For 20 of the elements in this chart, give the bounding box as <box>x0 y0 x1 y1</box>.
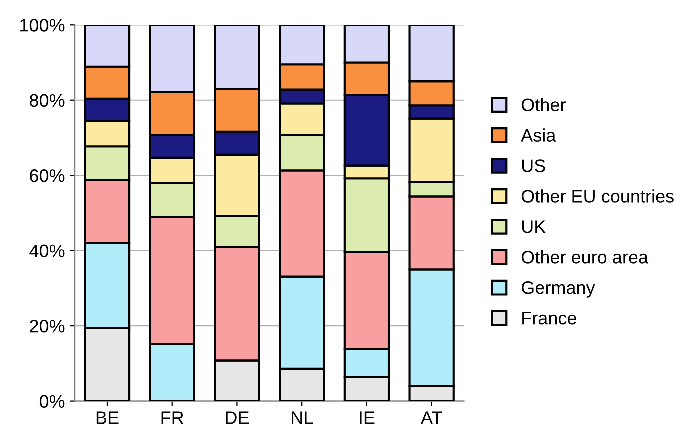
x-tick-label: AT <box>420 412 442 424</box>
x-tick-label: FR <box>162 412 184 424</box>
y-tick-label: 60% <box>30 170 65 182</box>
x-tick-label: DE <box>226 412 249 424</box>
y-tick-label: 100% <box>20 19 65 32</box>
y-tick-label: 0% <box>40 395 65 408</box>
y-tick-label: 40% <box>30 244 65 258</box>
legend-label: France <box>522 312 576 325</box>
x-tick-label: BE <box>96 412 119 424</box>
y-tick-label: 80% <box>30 94 65 108</box>
x-tick-label: NL <box>292 412 314 424</box>
legend-label: US <box>522 160 546 172</box>
legend-label: Germany <box>522 282 596 298</box>
legend-label: UK <box>522 220 546 234</box>
x-tick-label: IE <box>360 412 375 424</box>
legend-label: Other <box>522 98 566 112</box>
legend-label: Other euro area <box>522 250 649 264</box>
legend-label: Other EU countries <box>522 190 674 203</box>
y-tick-label: 20% <box>30 320 65 333</box>
legend-label: Asia <box>521 128 556 142</box>
